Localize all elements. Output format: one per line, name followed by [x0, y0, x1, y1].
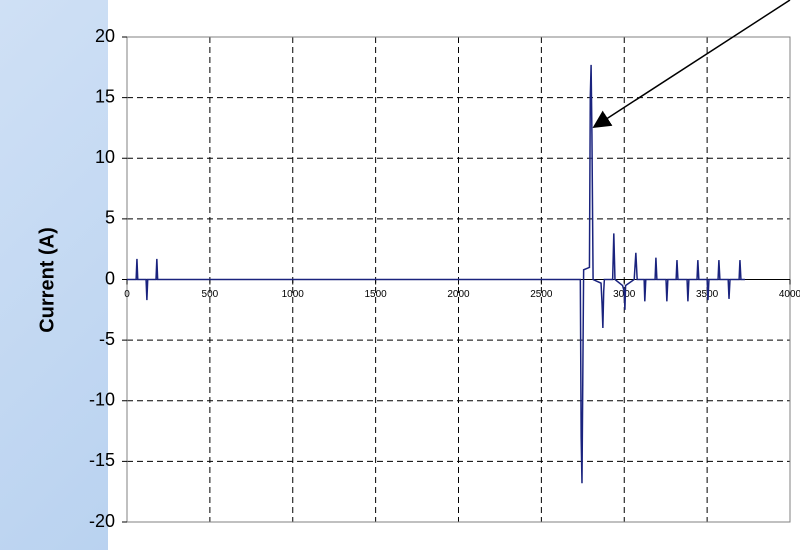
y-tick-label: -10	[89, 390, 115, 410]
x-tick-label: 2500	[530, 289, 553, 300]
y-tick-label: 5	[105, 208, 115, 228]
y-tick-label: 0	[105, 268, 115, 288]
y-tick-label: -5	[99, 329, 115, 349]
y-tick-label: -15	[89, 450, 115, 470]
x-tick-label: 1000	[282, 289, 305, 300]
y-axis-label: Current (A)	[36, 227, 58, 333]
x-tick-label: 1500	[365, 289, 388, 300]
y-tick-label: 15	[95, 86, 115, 106]
chart-background	[108, 0, 800, 550]
x-tick-label: 500	[202, 289, 219, 300]
data-line	[127, 64, 745, 484]
x-tick-label: 4000	[779, 289, 800, 300]
x-tick-label: 2000	[447, 289, 470, 300]
y-tick-label: 20	[95, 26, 115, 46]
annotation-arrow	[592, 0, 791, 128]
y-tick-label: 10	[95, 147, 115, 167]
y-tick-label: -20	[89, 511, 115, 531]
x-tick-label: 0	[124, 289, 130, 300]
